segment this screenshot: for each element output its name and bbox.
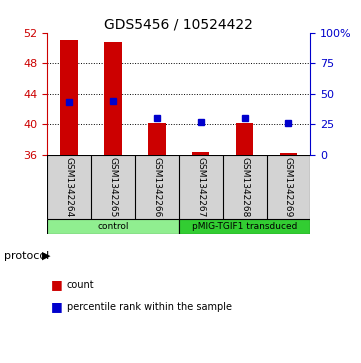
Text: GSM1342269: GSM1342269 (284, 157, 293, 217)
Title: GDS5456 / 10524422: GDS5456 / 10524422 (104, 17, 253, 32)
Text: GSM1342264: GSM1342264 (64, 157, 73, 217)
Text: GSM1342267: GSM1342267 (196, 157, 205, 217)
Text: pMIG-TGIF1 transduced: pMIG-TGIF1 transduced (192, 222, 297, 231)
Bar (60, 40, 78, 155)
Bar (192, 152, 209, 155)
Text: protocol: protocol (4, 251, 49, 261)
Text: ■: ■ (51, 278, 62, 291)
Text: percentile rank within the sample: percentile rank within the sample (67, 302, 232, 312)
Bar (280, 153, 297, 155)
Text: count: count (67, 280, 95, 290)
Text: GSM1342266: GSM1342266 (152, 157, 161, 217)
Bar (148, 123, 165, 155)
FancyBboxPatch shape (179, 219, 310, 234)
Text: ■: ■ (51, 300, 62, 313)
Text: GSM1342268: GSM1342268 (240, 157, 249, 217)
FancyBboxPatch shape (47, 219, 179, 234)
Bar (104, 42, 122, 155)
Text: ▶: ▶ (42, 251, 50, 261)
Text: control: control (97, 222, 129, 231)
Bar (236, 123, 253, 155)
Text: GSM1342265: GSM1342265 (108, 157, 117, 217)
